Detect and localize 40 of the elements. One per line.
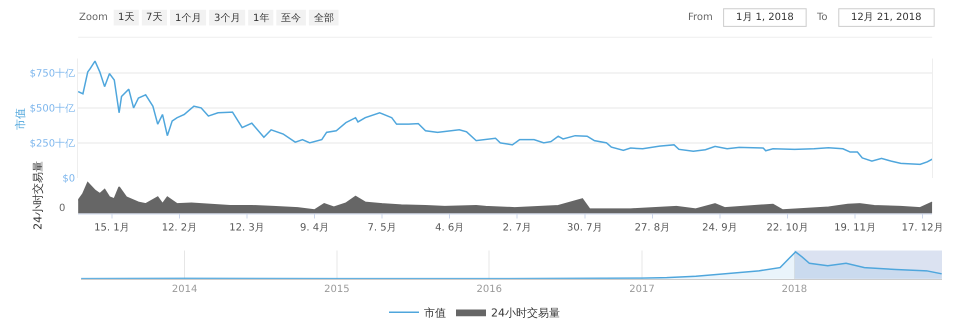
x-tick-label: 2014 xyxy=(172,284,198,295)
x-tick-label: 27. 8月 xyxy=(634,222,670,234)
x-tick-label: 19. 11月 xyxy=(834,222,876,234)
text: 1天 xyxy=(118,12,134,23)
x-tick-label: 22. 10月 xyxy=(766,222,808,234)
text: Zoom xyxy=(79,12,108,23)
text: 至今 xyxy=(281,12,301,24)
y-axis-title: 市值 xyxy=(14,108,27,130)
text: 3个月 xyxy=(214,12,240,24)
text: 7天 xyxy=(146,12,162,23)
line-series xyxy=(78,60,932,166)
x-tick-label: 2016 xyxy=(476,284,502,295)
x-tick-label: 12. 2月 xyxy=(162,222,198,234)
x-tick-label: 2015 xyxy=(324,284,350,295)
x-tick-label: 17. 12月 xyxy=(902,222,944,234)
y-tick-label: $750十亿 xyxy=(30,67,76,80)
x-tick-label: 2018 xyxy=(782,284,808,295)
x-tick-label: 7. 5月 xyxy=(368,222,397,234)
legend-label: 24小时交易量 xyxy=(491,306,560,320)
x-tick-label: 15. 1月 xyxy=(94,222,130,234)
text: 12月 21, 2018 xyxy=(851,12,922,23)
x-tick-label: 30. 7月 xyxy=(567,222,602,234)
y-tick-label: $500十亿 xyxy=(30,102,76,114)
text: 1个月 xyxy=(175,12,202,24)
text: 1年 xyxy=(253,12,270,24)
x-tick-label: 9. 4月 xyxy=(300,222,330,234)
x-tick-label: 12. 3月 xyxy=(229,222,265,234)
y-tick-label: $0 xyxy=(62,174,76,185)
text: 1月 1, 2018 xyxy=(736,12,794,23)
y-tick-label: $250十亿 xyxy=(30,138,76,150)
text: From xyxy=(688,12,713,23)
x-tick-label: 2017 xyxy=(629,284,655,295)
y-axis-title: 24小时交易量 xyxy=(31,160,44,230)
legend-label: 市值 xyxy=(424,306,446,320)
text: 0 xyxy=(59,203,66,214)
x-tick-label: 2. 7月 xyxy=(502,222,532,234)
x-tick-label: 24. 9月 xyxy=(702,222,738,234)
text: To xyxy=(816,12,828,23)
x-tick-label: 4. 6月 xyxy=(435,222,464,234)
text: 全部 xyxy=(314,12,334,24)
